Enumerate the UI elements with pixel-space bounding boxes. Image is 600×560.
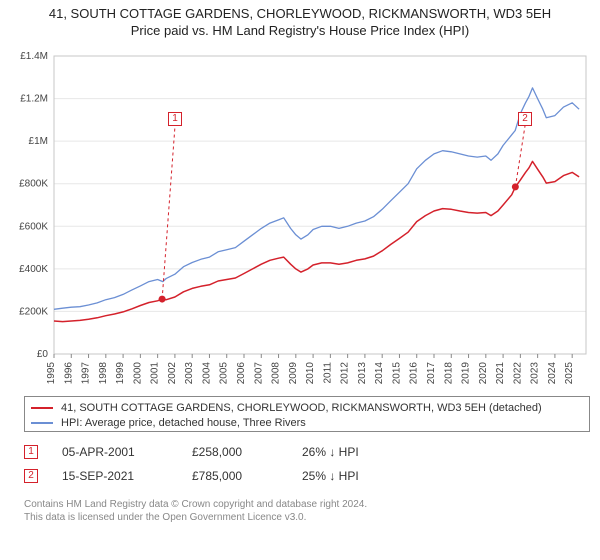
- chart-plot-area: £0 £200K £400K £600K £800K £1M £1.2M £1.4M 1995 1…: [10, 48, 590, 388]
- transaction-pct-2: 25% ↓ HPI: [302, 469, 422, 483]
- svg-text:£600K: £600K: [19, 221, 48, 232]
- svg-text:2013: 2013: [357, 362, 368, 385]
- svg-text:2000: 2000: [132, 362, 143, 385]
- svg-text:2010: 2010: [305, 362, 316, 385]
- footer-attribution: Contains HM Land Registry data © Crown c…: [24, 498, 584, 524]
- marker-leader-1: [162, 126, 175, 299]
- transaction-price-2: £785,000: [192, 469, 292, 483]
- svg-text:2004: 2004: [201, 362, 212, 385]
- chart-container: 41, SOUTH COTTAGE GARDENS, CHORLEYWOOD, …: [0, 0, 600, 560]
- marker-callout-2: 2: [518, 112, 532, 126]
- svg-text:2025: 2025: [564, 362, 575, 385]
- transaction-row-2: 2 15-SEP-2021 £785,000 25% ↓ HPI: [24, 464, 590, 488]
- transaction-pct-1: 26% ↓ HPI: [302, 445, 422, 459]
- marker-leader-2: [515, 126, 525, 187]
- svg-text:£200K: £200K: [19, 306, 48, 317]
- legend-item-price-paid: 41, SOUTH COTTAGE GARDENS, CHORLEYWOOD, …: [31, 400, 583, 415]
- svg-text:2017: 2017: [426, 362, 437, 385]
- svg-text:2008: 2008: [271, 362, 282, 385]
- svg-text:2015: 2015: [391, 362, 402, 385]
- svg-text:2023: 2023: [530, 362, 541, 385]
- series-price_paid: [54, 161, 579, 321]
- legend-item-hpi: HPI: Average price, detached house, Thre…: [31, 415, 583, 430]
- svg-text:2018: 2018: [443, 362, 454, 385]
- legend-swatch-red: [31, 407, 53, 409]
- svg-text:2009: 2009: [288, 362, 299, 385]
- svg-text:1995: 1995: [46, 362, 57, 385]
- legend-swatch-blue: [31, 422, 53, 424]
- transactions-block: 1 05-APR-2001 £258,000 26% ↓ HPI 2 15-SE…: [24, 440, 590, 488]
- svg-text:1998: 1998: [98, 362, 109, 385]
- marker-callout-1: 1: [168, 112, 182, 126]
- legend-label-hpi: HPI: Average price, detached house, Thre…: [61, 417, 306, 429]
- svg-text:2022: 2022: [512, 362, 523, 385]
- svg-text:£400K: £400K: [19, 264, 48, 275]
- svg-text:2003: 2003: [184, 362, 195, 385]
- chart-title-block: 41, SOUTH COTTAGE GARDENS, CHORLEYWOOD, …: [0, 0, 600, 42]
- svg-text:2012: 2012: [340, 362, 351, 385]
- svg-text:2006: 2006: [236, 362, 247, 385]
- transaction-row-1: 1 05-APR-2001 £258,000 26% ↓ HPI: [24, 440, 590, 464]
- svg-text:1997: 1997: [81, 362, 92, 385]
- svg-text:2002: 2002: [167, 362, 178, 385]
- series-hpi: [54, 88, 579, 309]
- svg-text:£1.4M: £1.4M: [20, 51, 48, 62]
- svg-text:2001: 2001: [150, 362, 161, 385]
- transaction-marker-2: 2: [24, 469, 38, 483]
- transaction-date-2: 15-SEP-2021: [62, 469, 182, 483]
- svg-text:1999: 1999: [115, 362, 126, 385]
- legend-box: 41, SOUTH COTTAGE GARDENS, CHORLEYWOOD, …: [24, 396, 590, 432]
- svg-text:2014: 2014: [374, 362, 385, 385]
- transaction-price-1: £258,000: [192, 445, 292, 459]
- svg-text:£1M: £1M: [29, 136, 48, 147]
- footer-line-1: Contains HM Land Registry data © Crown c…: [24, 498, 584, 511]
- svg-text:£800K: £800K: [19, 179, 48, 190]
- title-line-1: 41, SOUTH COTTAGE GARDENS, CHORLEYWOOD, …: [10, 6, 590, 21]
- svg-text:£1.2M: £1.2M: [20, 94, 48, 105]
- transaction-marker-1: 1: [24, 445, 38, 459]
- svg-text:2016: 2016: [409, 362, 420, 385]
- legend-label-price-paid: 41, SOUTH COTTAGE GARDENS, CHORLEYWOOD, …: [61, 402, 542, 414]
- footer-line-2: This data is licensed under the Open Gov…: [24, 511, 584, 524]
- svg-text:2024: 2024: [547, 362, 558, 385]
- title-line-2: Price paid vs. HM Land Registry's House …: [10, 23, 590, 38]
- svg-text:2020: 2020: [478, 362, 489, 385]
- svg-text:2011: 2011: [322, 362, 333, 384]
- svg-text:£0: £0: [37, 349, 49, 360]
- svg-text:2019: 2019: [461, 362, 472, 385]
- svg-text:2021: 2021: [495, 362, 506, 385]
- svg-text:2005: 2005: [219, 362, 230, 385]
- svg-text:2007: 2007: [253, 362, 264, 385]
- transaction-date-1: 05-APR-2001: [62, 445, 182, 459]
- chart-svg: £0 £200K £400K £600K £800K £1M £1.2M £1.4M 1995 1…: [10, 48, 590, 388]
- svg-text:1996: 1996: [63, 362, 74, 385]
